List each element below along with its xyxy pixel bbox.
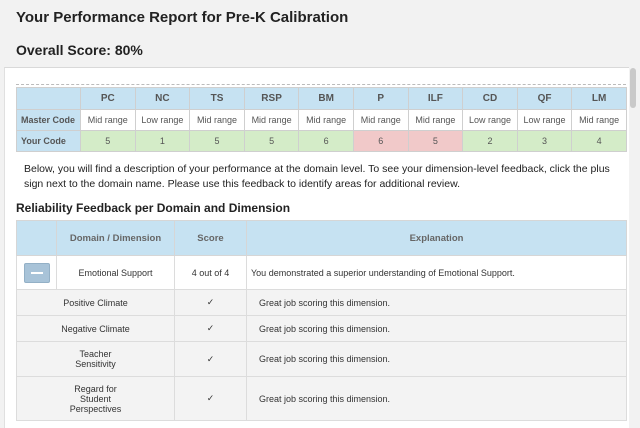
- dimension-name: Negative Climate: [16, 315, 175, 342]
- dimension-explanation: Great job scoring this dimension.: [246, 376, 627, 421]
- domain-header: Domain / Dimension: [56, 220, 175, 256]
- dimension-row: Regard for Student Perspectives ✓ Great …: [16, 376, 627, 421]
- reliability-table: Domain / Dimension Score Explanation Emo…: [16, 220, 627, 421]
- column-header: PC: [80, 87, 136, 110]
- dimension-name: Positive Climate: [16, 289, 175, 316]
- master-code-cell: Mid range: [352, 109, 409, 131]
- dimension-name: Teacher Sensitivity: [16, 341, 175, 377]
- feedback-description: Below, you will find a description of yo…: [24, 163, 610, 190]
- dimension-explanation: Great job scoring this dimension.: [246, 315, 627, 342]
- dashed-divider: [16, 84, 626, 85]
- master-code-cell: Mid range: [80, 109, 136, 131]
- section-title: Reliability Feedback per Domain and Dime…: [16, 201, 291, 215]
- check-icon: ✓: [174, 315, 247, 342]
- check-icon: ✓: [174, 376, 247, 421]
- domain-score: 4 out of 4: [174, 255, 247, 290]
- explanation-header: Explanation: [246, 220, 627, 256]
- check-icon: ✓: [174, 289, 247, 316]
- your-code-cell: 3: [516, 130, 573, 152]
- your-code-cell: 4: [571, 130, 627, 152]
- your-code-cell: 5: [80, 130, 136, 152]
- your-code-row: Your Code 5 1 5 5 6 6 5 2 3 4: [16, 130, 627, 152]
- domain-row: Emotional Support 4 out of 4 You demonst…: [16, 255, 627, 290]
- toggle-header: [16, 220, 57, 256]
- your-code-cell: 5: [189, 130, 245, 152]
- master-code-cell: Mid range: [407, 109, 464, 131]
- column-header: TS: [189, 87, 245, 110]
- page-title: Your Performance Report for Pre-K Calibr…: [16, 9, 349, 26]
- your-code-cell-mismatch: 6: [352, 130, 409, 152]
- check-icon: ✓: [174, 341, 247, 377]
- master-code-cell: Mid range: [571, 109, 627, 131]
- your-code-cell: 6: [298, 130, 354, 152]
- master-code-cell: Mid range: [243, 109, 300, 131]
- score-header: Score: [174, 220, 247, 256]
- scrollbar[interactable]: [630, 68, 636, 108]
- master-code-cell: Low range: [134, 109, 191, 131]
- column-header: QF: [516, 87, 573, 110]
- dimension-row: Negative Climate ✓ Great job scoring thi…: [16, 315, 627, 342]
- overall-score: Overall Score: 80%: [16, 42, 143, 58]
- master-code-cell: Low range: [462, 109, 518, 131]
- column-header: RSP: [243, 87, 300, 110]
- column-header: LM: [571, 87, 627, 110]
- master-code-cell: Mid range: [298, 109, 354, 131]
- dimension-explanation: Great job scoring this dimension.: [246, 341, 627, 377]
- master-code-cell: Mid range: [189, 109, 245, 131]
- dimension-row: Positive Climate ✓ Great job scoring thi…: [16, 289, 627, 316]
- score-comparison-table: PC NC TS RSP BM P ILF CD QF LM Master Co…: [16, 87, 627, 152]
- column-header: CD: [462, 87, 518, 110]
- column-header: P: [352, 87, 409, 110]
- your-code-label: Your Code: [16, 130, 81, 152]
- domain-name: Emotional Support: [56, 255, 175, 290]
- dimension-row: Teacher Sensitivity ✓ Great job scoring …: [16, 341, 627, 377]
- your-code-cell-mismatch: 5: [407, 130, 464, 152]
- dimension-explanation: Great job scoring this dimension.: [246, 289, 627, 316]
- dimension-name: Regard for Student Perspectives: [16, 376, 175, 421]
- reliability-header-row: Domain / Dimension Score Explanation: [16, 220, 627, 256]
- toggle-cell: [16, 255, 57, 290]
- master-code-label: Master Code: [16, 109, 81, 131]
- master-code-cell: Low range: [516, 109, 573, 131]
- column-header: NC: [134, 87, 191, 110]
- your-code-cell: 5: [243, 130, 300, 152]
- dimension-name-text: Teacher Sensitivity: [75, 349, 116, 369]
- domain-explanation: You demonstrated a superior understandin…: [246, 255, 627, 290]
- minus-icon[interactable]: [23, 262, 50, 283]
- master-code-row: Master Code Mid range Low range Mid rang…: [16, 109, 627, 131]
- your-code-cell: 1: [134, 130, 191, 152]
- your-code-cell: 2: [462, 130, 518, 152]
- score-table-corner: [16, 87, 81, 110]
- column-header: BM: [298, 87, 354, 110]
- score-table-header-row: PC NC TS RSP BM P ILF CD QF LM: [16, 87, 627, 110]
- column-header: ILF: [407, 87, 464, 110]
- dimension-name-text: Regard for Student Perspectives: [69, 383, 122, 414]
